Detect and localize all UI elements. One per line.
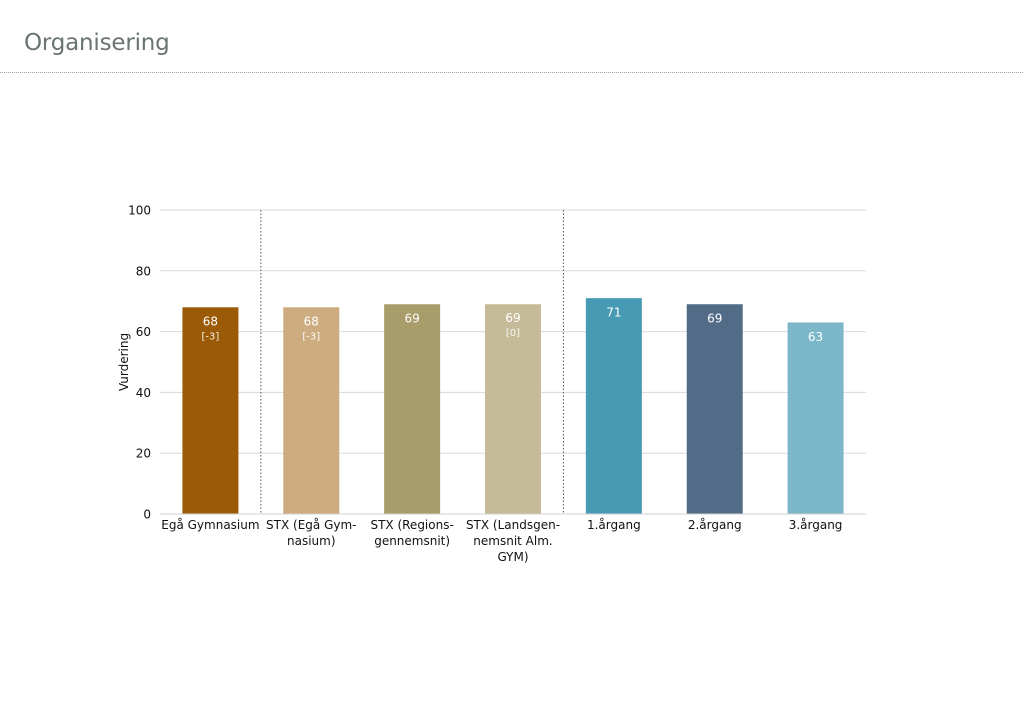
bar-value-label: 69 bbox=[707, 312, 722, 326]
y-tick-label: 40 bbox=[136, 386, 151, 400]
bar-value-label: 71 bbox=[606, 306, 621, 320]
bar bbox=[485, 304, 541, 514]
bar-diff-label: [0] bbox=[506, 328, 520, 339]
bar bbox=[787, 322, 844, 514]
bar bbox=[182, 307, 239, 514]
y-tick-label: 0 bbox=[143, 508, 151, 522]
bar bbox=[686, 304, 743, 514]
bar-diff-label: [-3] bbox=[302, 331, 320, 342]
bar-value-label: 69 bbox=[405, 312, 420, 326]
bar bbox=[283, 307, 340, 514]
bar bbox=[585, 298, 642, 514]
bar-value-label: 68 bbox=[304, 314, 319, 328]
x-tick-label: Egå Gymnasium bbox=[161, 518, 259, 532]
bar-value-label: 69 bbox=[505, 311, 520, 325]
y-axis-label: Vurdering bbox=[117, 333, 131, 391]
x-tick-label: STX (Egå Gym-nasium) bbox=[266, 518, 356, 548]
bar bbox=[384, 304, 441, 514]
bar-value-label: 68 bbox=[203, 314, 218, 328]
x-tick-label: 3.årgang bbox=[789, 518, 843, 532]
x-tick-label: 1.årgang bbox=[587, 518, 641, 532]
title-divider bbox=[0, 72, 1023, 73]
x-tick-label: STX (Regions-gennemsnit) bbox=[370, 518, 453, 548]
y-tick-label: 20 bbox=[136, 447, 151, 461]
y-tick-label: 60 bbox=[136, 325, 151, 339]
y-tick-label: 100 bbox=[128, 204, 151, 218]
x-tick-label: 2.årgang bbox=[688, 518, 742, 532]
y-tick-label: 80 bbox=[136, 264, 151, 278]
x-tick-label: STX (Landsgen-nemsnit Alm. GYM) bbox=[466, 518, 560, 564]
page-title: Organisering bbox=[24, 30, 170, 56]
bar-value-label: 63 bbox=[808, 330, 823, 344]
bar-diff-label: [-3] bbox=[202, 331, 220, 342]
